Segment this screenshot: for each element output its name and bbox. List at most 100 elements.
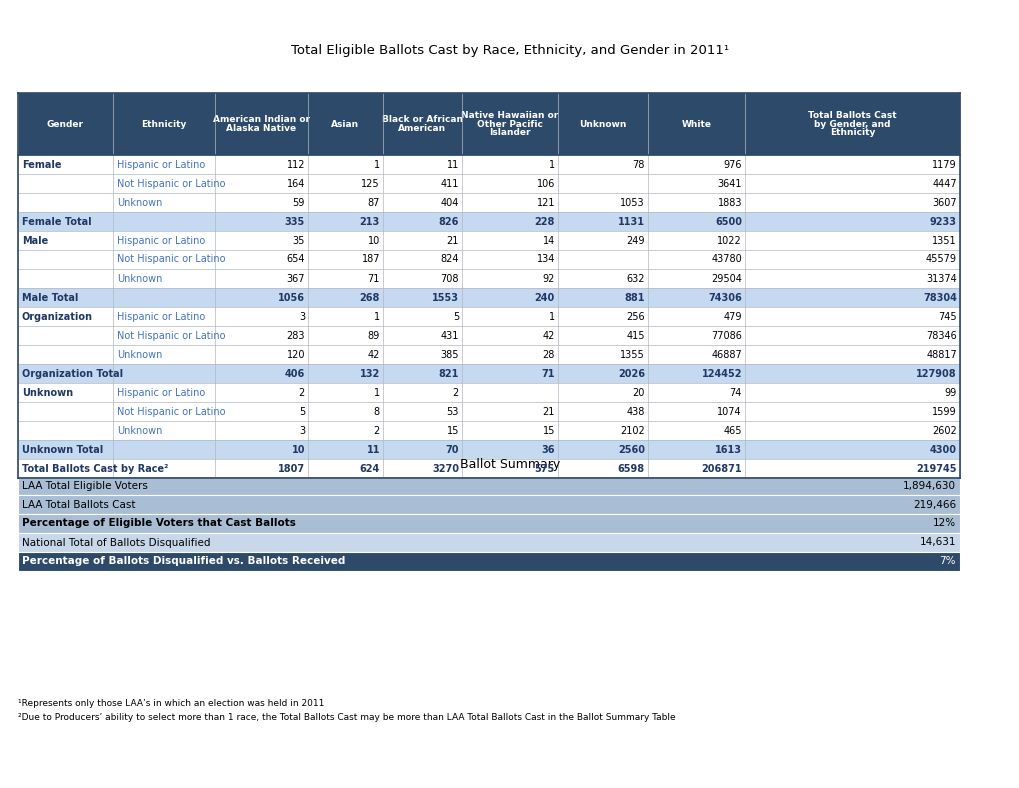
- Text: 406: 406: [284, 369, 305, 378]
- Bar: [18, 383, 959, 402]
- Text: 575: 575: [534, 463, 554, 474]
- Text: Ethnicity: Ethnicity: [142, 120, 186, 128]
- Text: Not Hispanic or Latino: Not Hispanic or Latino: [117, 407, 225, 417]
- Text: 43780: 43780: [710, 255, 741, 265]
- Text: 1056: 1056: [278, 292, 305, 303]
- Text: Unknown: Unknown: [22, 388, 73, 397]
- Text: 42: 42: [542, 330, 554, 340]
- Bar: [18, 552, 959, 571]
- Text: 1: 1: [548, 159, 554, 169]
- Text: 46887: 46887: [710, 350, 741, 359]
- Bar: [18, 495, 959, 514]
- Text: 2602: 2602: [931, 426, 956, 436]
- Bar: [18, 269, 959, 288]
- Text: American Indian or: American Indian or: [213, 115, 310, 125]
- Text: Not Hispanic or Latino: Not Hispanic or Latino: [117, 255, 225, 265]
- Text: Black or African: Black or African: [382, 115, 463, 125]
- Text: 78346: 78346: [925, 330, 956, 340]
- Text: 415: 415: [626, 330, 644, 340]
- Text: Unknown: Unknown: [117, 198, 162, 207]
- Text: 127908: 127908: [915, 369, 956, 378]
- Text: 112: 112: [286, 159, 305, 169]
- Text: 31374: 31374: [925, 273, 956, 284]
- Text: 8: 8: [374, 407, 380, 417]
- Text: Ballot Summary: Ballot Summary: [460, 458, 559, 470]
- Text: Female Total: Female Total: [22, 217, 92, 226]
- Bar: [18, 174, 959, 193]
- Text: 632: 632: [626, 273, 644, 284]
- Text: 53: 53: [446, 407, 459, 417]
- Text: 77086: 77086: [710, 330, 741, 340]
- Text: 5: 5: [452, 311, 459, 322]
- Text: 11: 11: [366, 444, 380, 455]
- Text: Organization Total: Organization Total: [22, 369, 123, 378]
- Text: Percentage of Ballots Disqualified vs. Ballots Received: Percentage of Ballots Disqualified vs. B…: [22, 556, 345, 567]
- Text: 14,631: 14,631: [918, 537, 955, 548]
- Text: 1: 1: [374, 388, 380, 397]
- Text: Unknown Total: Unknown Total: [22, 444, 103, 455]
- Text: 385: 385: [440, 350, 459, 359]
- Text: Hispanic or Latino: Hispanic or Latino: [117, 236, 205, 246]
- Text: Hispanic or Latino: Hispanic or Latino: [117, 159, 205, 169]
- Text: Unknown: Unknown: [117, 350, 162, 359]
- Bar: [18, 307, 959, 326]
- Text: Islander: Islander: [489, 128, 530, 137]
- Text: 3: 3: [299, 311, 305, 322]
- Text: Not Hispanic or Latino: Not Hispanic or Latino: [117, 179, 225, 188]
- Text: Other Pacific: Other Pacific: [477, 120, 542, 128]
- Text: 15: 15: [542, 426, 554, 436]
- Text: 36: 36: [541, 444, 554, 455]
- Text: Alaska Native: Alaska Native: [226, 124, 297, 132]
- Bar: [18, 533, 959, 552]
- Text: Hispanic or Latino: Hispanic or Latino: [117, 388, 205, 397]
- Bar: [18, 326, 959, 345]
- Bar: [18, 231, 959, 250]
- Text: Total Eligible Ballots Cast by Race, Ethnicity, and Gender in 2011¹: Total Eligible Ballots Cast by Race, Eth…: [290, 43, 729, 57]
- Text: 21: 21: [542, 407, 554, 417]
- Text: 4447: 4447: [931, 179, 956, 188]
- Text: 15: 15: [446, 426, 459, 436]
- Text: Asian: Asian: [331, 120, 360, 128]
- Text: ¹Represents only those LAA’s in which an election was held in 2011: ¹Represents only those LAA’s in which an…: [18, 700, 324, 708]
- Text: 206871: 206871: [701, 463, 741, 474]
- Bar: [18, 440, 959, 459]
- Text: 3641: 3641: [716, 179, 741, 188]
- Bar: [18, 514, 959, 533]
- Text: 976: 976: [722, 159, 741, 169]
- Text: Gender: Gender: [47, 120, 84, 128]
- Text: 132: 132: [360, 369, 380, 378]
- Text: 213: 213: [360, 217, 380, 226]
- Text: LAA Total Eligible Voters: LAA Total Eligible Voters: [22, 481, 148, 490]
- Text: Female: Female: [22, 159, 61, 169]
- Text: 134: 134: [536, 255, 554, 265]
- Text: 404: 404: [440, 198, 459, 207]
- Text: 106: 106: [536, 179, 554, 188]
- Text: 1351: 1351: [931, 236, 956, 246]
- Text: 10: 10: [291, 444, 305, 455]
- Text: 124452: 124452: [701, 369, 741, 378]
- Text: 240: 240: [534, 292, 554, 303]
- Text: by Gender, and: by Gender, and: [813, 120, 890, 128]
- Text: American: American: [398, 124, 446, 132]
- Text: 1: 1: [548, 311, 554, 322]
- Text: 219745: 219745: [916, 463, 956, 474]
- Text: LAA Total Ballots Cast: LAA Total Ballots Cast: [22, 500, 136, 510]
- Text: Male: Male: [22, 236, 48, 246]
- Text: 881: 881: [624, 292, 644, 303]
- Bar: [18, 459, 959, 478]
- Text: 71: 71: [541, 369, 554, 378]
- Text: 2: 2: [373, 426, 380, 436]
- Text: 121: 121: [536, 198, 554, 207]
- Text: 2102: 2102: [620, 426, 644, 436]
- Bar: [18, 93, 959, 155]
- Text: 411: 411: [440, 179, 459, 188]
- Text: 11: 11: [446, 159, 459, 169]
- Text: 2026: 2026: [618, 369, 644, 378]
- Text: 654: 654: [286, 255, 305, 265]
- Text: Hispanic or Latino: Hispanic or Latino: [117, 311, 205, 322]
- Text: 71: 71: [367, 273, 380, 284]
- Text: 45579: 45579: [925, 255, 956, 265]
- Bar: [18, 364, 959, 383]
- Text: 1553: 1553: [432, 292, 459, 303]
- Text: 78: 78: [632, 159, 644, 169]
